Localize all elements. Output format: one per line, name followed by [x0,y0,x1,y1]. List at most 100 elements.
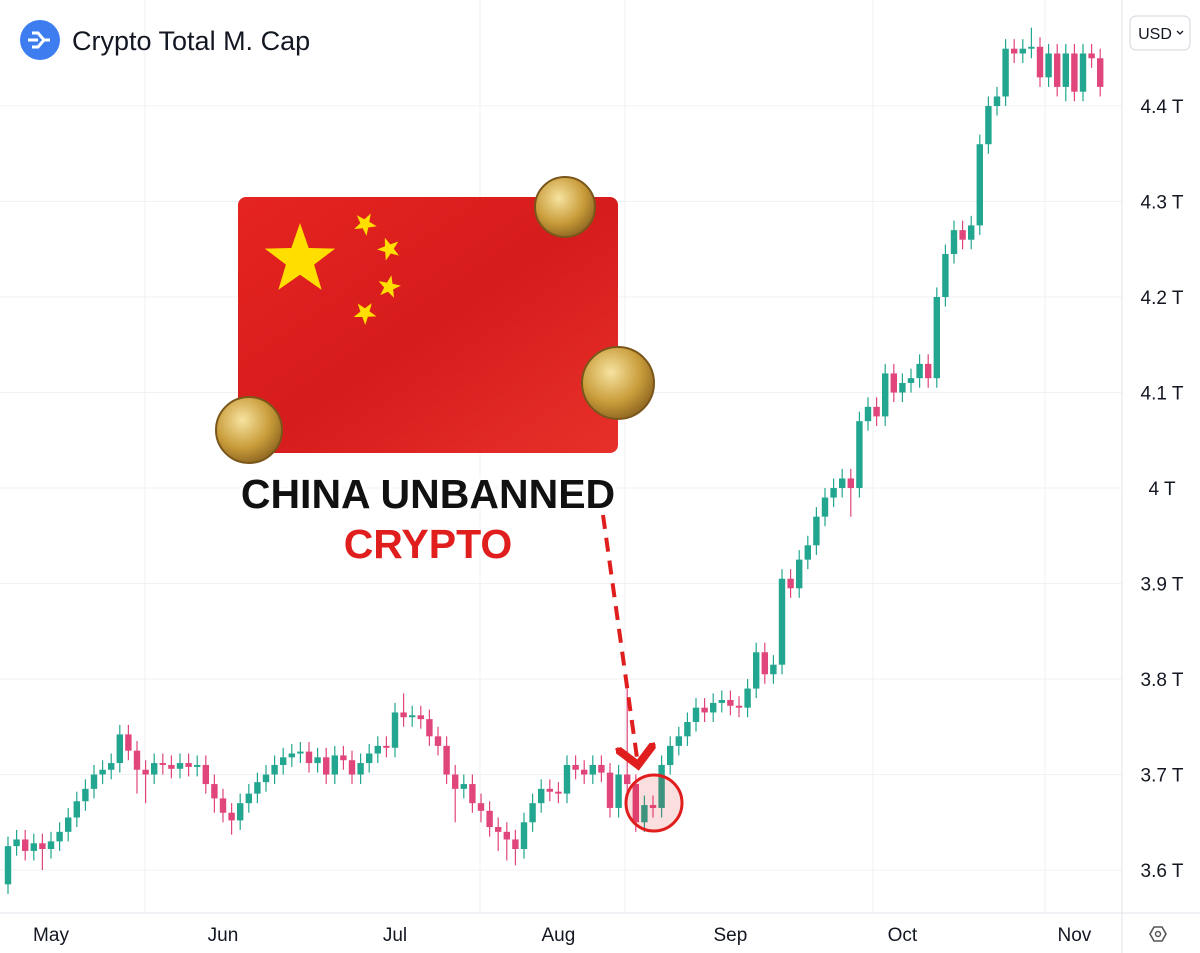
candle-body [993,96,1001,107]
flag-star [377,237,399,261]
candle-body [907,378,915,383]
candle-body [675,736,682,746]
candle-body [830,488,837,498]
candle-body [228,812,235,821]
candle-body [73,801,80,818]
candle-body [1028,46,1035,49]
candle-body [744,688,751,708]
annotation-arrow [601,514,638,765]
candle-body [787,578,794,589]
candle-body [563,764,571,794]
logo-mark [28,31,50,49]
candle-body [882,373,889,417]
candle-body [443,745,450,775]
annotation-headline: CHINA UNBANNED [241,471,615,517]
candle-body [409,715,416,718]
candle-body [486,810,493,828]
candle-body [65,817,72,832]
candle-body [400,712,407,718]
x-tick-label: Aug [541,925,575,946]
candle-body [495,827,502,832]
candle-body [624,774,631,785]
candle-body [452,774,459,789]
candle-body [280,757,287,765]
x-tick-label: Jul [383,925,407,946]
candle-body [13,839,20,847]
candle-body [56,831,63,842]
y-tick-label: 3.8 T [1141,670,1184,691]
candle-body [796,559,803,589]
candle-body [873,406,880,417]
candle-body [211,784,218,799]
candle-body [684,721,691,737]
y-tick-label: 4.1 T [1141,384,1184,405]
flag-star [378,275,401,298]
settings-icon[interactable] [1149,926,1167,942]
candle-body [254,782,261,794]
candle-body [1079,53,1087,92]
y-tick-label: 3.9 T [1141,575,1184,596]
candle-body [890,373,897,393]
x-axis: May Jun Jul Aug Sep Oct Nov [33,925,1092,946]
candle-body [434,736,442,746]
candle-body [503,831,510,840]
candle-body [305,751,313,764]
candle-body [710,702,717,713]
candle-body [925,363,932,379]
candle-body [168,764,175,769]
candle-body [658,764,665,808]
x-tick-label: Oct [888,925,918,946]
candle-body [520,822,528,850]
candle-body [641,805,648,823]
candle-body [469,784,476,804]
flag-star [353,303,377,325]
candle-body [1088,53,1095,59]
candle-body [649,805,657,808]
candle-body [202,764,209,785]
settings-icon-dot[interactable] [1154,930,1162,938]
candle-body [245,793,252,804]
candle-body [512,839,519,850]
candle-body [374,745,381,754]
candle-body [340,755,347,761]
candle-body [899,382,906,393]
candle-body [159,763,166,765]
candle-body [839,478,846,489]
candle-body [1071,53,1078,92]
candle-body [297,751,304,754]
candle-body [151,763,158,775]
currency-caret[interactable] [1176,30,1184,35]
candle-body [176,763,184,769]
candle-body [692,707,700,722]
currency-label[interactable]: USD [1138,26,1172,43]
candle-body [82,788,89,802]
candle-body [529,803,536,823]
y-tick-label: 3.7 T [1141,766,1184,787]
x-tick-label: Jun [208,925,239,946]
candle-body [99,769,106,775]
candle-body [417,715,424,720]
candle-body [125,734,132,751]
y-tick-label: 3.6 T [1141,861,1184,882]
candle-body [391,712,399,748]
candle-body [727,700,734,706]
candle-body [753,652,760,689]
candle-body [632,784,639,823]
candle-body [546,788,553,792]
candle-body [778,578,786,665]
candle-body [847,478,854,489]
candle-body [615,774,622,808]
candle-body [761,652,768,675]
candle-body [185,763,192,767]
candle-body [856,421,863,489]
candle-body [30,843,37,851]
candle-body [142,769,149,775]
currency-button[interactable] [1129,15,1191,51]
candle-body [770,664,777,675]
candle-body [348,760,356,775]
candle-body [821,497,829,517]
candle-body [950,230,958,255]
x-tick-label: May [33,925,69,946]
candle-body [108,763,115,770]
